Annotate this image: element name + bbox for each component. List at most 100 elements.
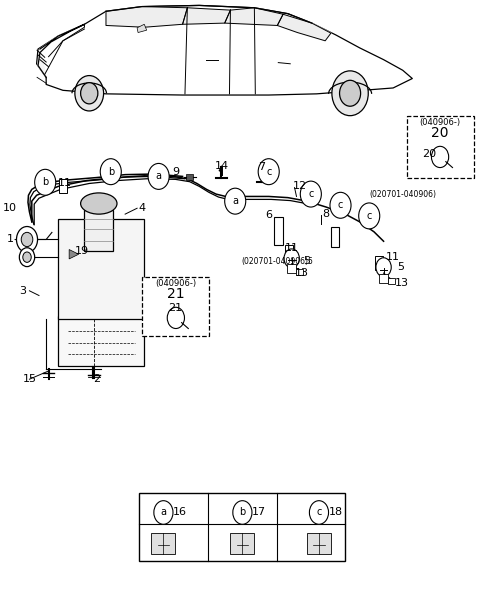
Text: 16: 16 [173, 508, 187, 518]
Bar [152, 533, 175, 554]
Circle shape [265, 169, 270, 174]
Bar [379, 274, 388, 282]
Circle shape [359, 203, 380, 229]
Text: a: a [156, 171, 162, 181]
Text: 7: 7 [258, 162, 265, 172]
Polygon shape [69, 249, 79, 259]
Text: c: c [367, 211, 372, 221]
Circle shape [309, 193, 313, 198]
Circle shape [366, 210, 374, 220]
Text: 13: 13 [295, 268, 309, 278]
Circle shape [154, 501, 173, 524]
Circle shape [81, 83, 98, 104]
Bar [407, 116, 474, 177]
Text: 5: 5 [303, 256, 311, 267]
Text: b: b [108, 167, 114, 177]
Text: c: c [308, 189, 313, 199]
Text: 17: 17 [252, 508, 266, 518]
Circle shape [264, 167, 272, 177]
Text: b: b [239, 508, 245, 518]
Text: a: a [160, 508, 167, 518]
Text: (020701-040906): (020701-040906) [369, 190, 436, 199]
Circle shape [233, 501, 252, 524]
Bar [58, 219, 144, 319]
Circle shape [337, 199, 346, 210]
Text: c: c [316, 508, 322, 518]
Polygon shape [225, 8, 283, 25]
Circle shape [233, 191, 242, 203]
Text: 21: 21 [168, 303, 182, 313]
Bar [143, 277, 209, 336]
Circle shape [339, 80, 360, 106]
Text: 2: 2 [93, 374, 100, 384]
Text: 1: 1 [7, 235, 14, 245]
Text: 11: 11 [58, 178, 72, 189]
Text: 12: 12 [293, 181, 307, 191]
Text: 9: 9 [172, 167, 179, 177]
Circle shape [258, 159, 279, 184]
Text: 18: 18 [329, 508, 343, 518]
Circle shape [16, 226, 37, 252]
Bar [331, 226, 338, 247]
Text: 4: 4 [138, 203, 145, 213]
Text: 19: 19 [75, 246, 89, 256]
Bar [274, 217, 283, 245]
Text: 13: 13 [395, 278, 409, 288]
Circle shape [19, 248, 35, 267]
Bar [84, 210, 113, 251]
Text: 10: 10 [3, 203, 17, 213]
Bar [58, 316, 144, 366]
Bar [388, 278, 395, 284]
Circle shape [432, 147, 449, 168]
Circle shape [307, 190, 315, 200]
Circle shape [167, 307, 184, 329]
Bar [59, 178, 67, 193]
Bar [186, 174, 193, 180]
Circle shape [330, 192, 351, 218]
Text: 20: 20 [422, 149, 436, 159]
Circle shape [157, 170, 167, 181]
Text: 5: 5 [397, 262, 404, 272]
Text: (020701-040906)5: (020701-040906)5 [241, 257, 313, 266]
Circle shape [284, 249, 300, 268]
Text: b: b [42, 177, 48, 187]
Text: c: c [266, 167, 271, 177]
Polygon shape [182, 8, 230, 24]
Circle shape [75, 76, 104, 111]
Text: 11: 11 [285, 243, 299, 254]
Circle shape [21, 232, 33, 246]
Circle shape [310, 501, 328, 524]
Circle shape [160, 173, 165, 178]
Circle shape [332, 71, 368, 116]
Text: (040906-): (040906-) [420, 118, 461, 127]
Circle shape [225, 188, 246, 214]
Bar [287, 264, 297, 273]
Bar [140, 493, 345, 561]
Text: 3: 3 [19, 286, 26, 296]
Text: 15: 15 [23, 374, 36, 384]
Bar [297, 269, 303, 275]
Circle shape [23, 252, 31, 262]
Text: 6: 6 [265, 210, 272, 220]
Polygon shape [277, 14, 331, 41]
Polygon shape [106, 7, 187, 27]
Text: a: a [232, 196, 238, 206]
Circle shape [300, 181, 322, 207]
Text: (040906-): (040906-) [156, 279, 196, 288]
Bar [230, 533, 254, 554]
Circle shape [35, 170, 56, 195]
Text: c: c [338, 200, 343, 210]
Circle shape [148, 164, 169, 189]
Bar [286, 245, 293, 259]
Circle shape [368, 213, 372, 218]
Text: 11: 11 [386, 252, 400, 262]
Text: 14: 14 [215, 161, 229, 171]
Circle shape [339, 202, 344, 207]
Bar [375, 256, 383, 270]
Ellipse shape [81, 193, 117, 214]
Polygon shape [38, 24, 84, 77]
Polygon shape [36, 5, 412, 95]
Circle shape [376, 258, 391, 277]
Circle shape [235, 194, 240, 200]
Bar [44, 180, 51, 186]
